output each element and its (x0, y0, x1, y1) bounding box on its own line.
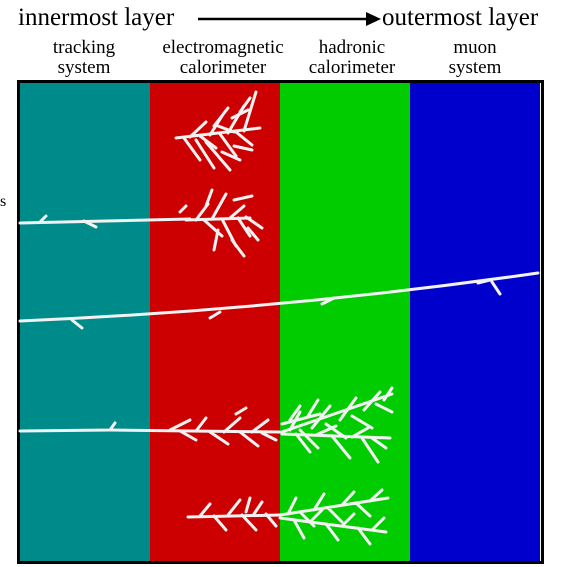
electromagnetic-calorimeter-band (150, 83, 280, 561)
hadronic-calorimeter-label: hadronic calorimeter (308, 37, 396, 78)
muon-system-label: muon system (448, 37, 502, 78)
hadronic-calorimeter-band (280, 83, 410, 561)
tracking-system-band (20, 83, 150, 561)
detector-frame (17, 80, 544, 564)
arrow-right-icon (198, 12, 381, 26)
outermost-layer-label: outermost layer (382, 4, 539, 31)
tracking-system-label: tracking system (52, 37, 116, 78)
electron-track (18, 188, 264, 258)
muon-system-band (410, 83, 540, 561)
innermost-layer-label: innermost layer (18, 4, 175, 31)
stray-mark: s (0, 193, 7, 210)
electromagnetic-calorimeter-label: electromagnetic calorimeter (162, 37, 284, 78)
charged-hadron-track (18, 386, 394, 464)
neutral-hadron-track (186, 488, 390, 546)
photon-shower (174, 90, 262, 172)
muon-track (18, 271, 540, 330)
